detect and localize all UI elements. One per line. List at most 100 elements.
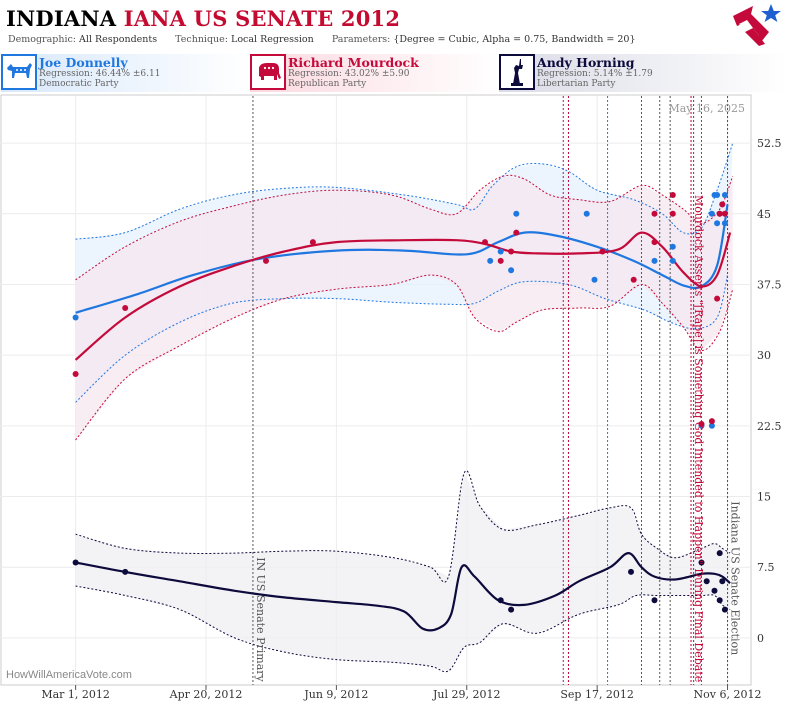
poll-point: [513, 229, 520, 236]
candidate-name: Richard Mourdock: [288, 55, 419, 70]
candidate-party: Republican Party: [288, 79, 367, 89]
candidate-name: Joe Donnelly: [39, 55, 128, 70]
poll-point: [122, 305, 129, 311]
parameters-label: Parameters:: [331, 34, 391, 45]
poll-point: [716, 210, 723, 217]
confidence-band: [75, 176, 733, 440]
poll-point: [719, 578, 726, 585]
poll-point: [669, 192, 676, 198]
poll-point: [72, 371, 79, 377]
candidate-name: Andy Horning: [537, 55, 635, 70]
demographic-label: Demographic:: [8, 34, 77, 45]
poll-point: [708, 422, 715, 429]
poll-point: [599, 248, 606, 255]
poll-point: [508, 267, 515, 274]
poll-point: [487, 257, 494, 264]
poll-point: [122, 568, 129, 575]
annotation-label: Mourdock Asserts "[Rape] is Something Go…: [692, 195, 705, 682]
poll-point: [721, 606, 728, 613]
poll-point: [497, 597, 504, 604]
poll-point: [482, 239, 488, 246]
poll-point: [719, 201, 726, 208]
poll-point: [309, 239, 316, 246]
x-tick-label: Jul 29, 2012: [432, 688, 501, 701]
poll-point: [651, 597, 658, 604]
poll-point: [716, 550, 723, 557]
poll-point: [508, 606, 515, 613]
poll-point: [72, 559, 79, 566]
poll-point: [72, 314, 79, 321]
elephant-icon: [250, 54, 286, 90]
poll-point: [628, 568, 634, 575]
confidence-upper-bound: [75, 174, 734, 281]
poll-point: [651, 239, 658, 246]
polling-chart: 0 7.5 15 22.5 30 37.5 45 52.5 Mar 1, 2012 Apr 20,…: [0, 94, 782, 701]
poll-point: [497, 257, 504, 264]
poll-point: [651, 257, 658, 264]
poll-point: [714, 295, 721, 302]
poll-point: [721, 192, 728, 198]
confidence-upper-bound: [75, 470, 731, 583]
technique-value: Local Regression: [231, 34, 314, 45]
legend-item-richard-mourdock: Richard Mourdock Regression: 43.02% ±5.9…: [250, 54, 500, 92]
regression-line: [75, 551, 731, 632]
x-tick-label: Mar 1, 2012: [41, 688, 110, 701]
y-tick-label: 37.5: [757, 278, 782, 291]
y-tick-label: 0: [757, 632, 764, 645]
poll-point: [508, 248, 515, 255]
annotation-label: Indiana US Senate Election: [729, 501, 742, 655]
watermark: HowWillAmericaVote.com: [6, 669, 132, 681]
candidate-party: Democratic Party: [39, 79, 119, 89]
regression-line: [75, 204, 729, 314]
demographic-value: All Respondents: [79, 34, 158, 45]
candidate-party: Libertarian Party: [537, 79, 616, 89]
legend-item-andy-horning: Andy Horning Regression: 5.14% ±1.79 Lib…: [499, 54, 788, 92]
poll-point: [669, 210, 676, 217]
y-tick-label: 45: [757, 208, 771, 221]
poll-point: [497, 248, 504, 255]
x-tick-label: Jun 9, 2012: [303, 688, 368, 701]
y-tick-label: 22.5: [757, 420, 782, 433]
y-tick-label: 15: [757, 491, 771, 504]
chart-parameters: Demographic: All Respondents Technique: …: [8, 34, 636, 45]
title-race: IANA US SENATE 2012: [123, 6, 401, 31]
confidence-lower-bound: [75, 274, 728, 403]
donkey-icon: [1, 54, 37, 90]
poll-point: [651, 210, 658, 217]
poll-point: [721, 220, 728, 227]
candidate-regression: Regression: 5.14% ±1.79: [537, 69, 653, 79]
poll-point: [698, 421, 705, 427]
poll-point: [711, 587, 718, 594]
chart-header: INDIANA IANA US SENATE 2012 Demographic:…: [0, 0, 789, 50]
y-tick-label: 7.5: [757, 561, 775, 574]
annotation-label: IN US Senate Primary: [254, 557, 267, 682]
poll-point: [591, 276, 598, 283]
technique-label: Technique:: [175, 34, 228, 45]
confidence-band: [75, 473, 731, 671]
poll-point: [708, 418, 715, 425]
poll-point: [513, 210, 520, 217]
title-state: INDIANA: [6, 6, 117, 31]
poll-point: [630, 276, 637, 283]
poll-point: [714, 192, 721, 198]
x-tick-label: Sep 17, 2012: [560, 688, 634, 701]
chart-title: INDIANA IANA US SENATE 2012: [6, 6, 400, 31]
parameters-value: {Degree = Cubic, Alpha = 0.75, Bandwidth…: [393, 34, 636, 45]
poll-point: [716, 597, 723, 604]
poll-point: [669, 257, 676, 264]
x-tick-label: Apr 20, 2012: [169, 688, 243, 701]
poll-point: [698, 559, 705, 566]
confidence-lower-bound: [75, 274, 734, 441]
liberty-statue-icon: [499, 54, 535, 90]
poll-point: [669, 243, 676, 250]
candidate-legend: Joe Donnelly Regression: 46.44% ±6.11 De…: [0, 54, 789, 94]
poll-point: [583, 210, 590, 217]
poll-point: [263, 257, 269, 264]
site-logo-icon: [733, 4, 781, 46]
candidate-regression: Regression: 46.44% ±6.11: [39, 69, 161, 79]
poll-point: [714, 220, 721, 227]
poll-point: [703, 578, 710, 585]
poll-point: [708, 210, 715, 217]
candidate-regression: Regression: 43.02% ±5.90: [288, 69, 410, 79]
legend-item-joe-donnelly: Joe Donnelly Regression: 46.44% ±6.11 De…: [1, 54, 251, 92]
